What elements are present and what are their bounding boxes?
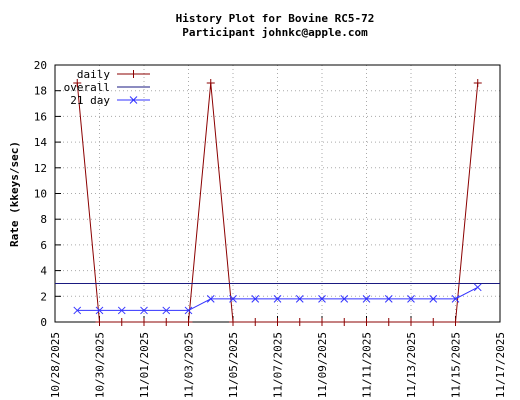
point-marker xyxy=(206,295,215,303)
point-marker xyxy=(318,318,326,326)
point-marker xyxy=(184,318,193,326)
y-axis-label: Rate (kkeys/sec) xyxy=(8,141,21,247)
x-tick-label: 11/05/2025 xyxy=(227,332,240,398)
y-tick-label: 4 xyxy=(40,265,47,278)
x-tick-label: 11/17/2025 xyxy=(494,332,507,398)
point-marker xyxy=(273,318,282,326)
point-marker xyxy=(473,78,482,87)
chart-subtitle: Participant johnkc@apple.com xyxy=(182,26,368,39)
point-marker xyxy=(384,295,393,303)
legend-label: overall xyxy=(64,81,110,94)
point-marker xyxy=(295,295,304,303)
series-line xyxy=(76,82,479,323)
point-marker xyxy=(95,306,104,315)
x-tick-label: 11/03/2025 xyxy=(183,332,196,398)
point-marker xyxy=(273,295,282,303)
x-tick-label: 11/13/2025 xyxy=(405,332,418,398)
point-marker xyxy=(117,306,126,315)
point-marker xyxy=(140,306,148,315)
y-tick-label: 2 xyxy=(40,290,47,303)
point-marker xyxy=(295,318,304,326)
point-marker xyxy=(140,318,148,326)
y-tick-label: 8 xyxy=(40,213,47,226)
point-marker xyxy=(95,318,104,326)
x-tick-label: 11/09/2025 xyxy=(316,332,329,398)
legend-marker xyxy=(129,96,138,104)
y-tick-label: 20 xyxy=(34,59,47,72)
chart-title: History Plot for Bovine RC5-72 xyxy=(176,12,375,25)
y-tick-label: 6 xyxy=(40,239,47,252)
point-marker xyxy=(362,318,371,326)
y-tick-label: 14 xyxy=(34,136,48,149)
point-marker xyxy=(340,295,349,303)
point-marker xyxy=(451,295,460,303)
x-tick-label: 11/07/2025 xyxy=(272,332,285,398)
legend-label: 21 day xyxy=(70,94,110,107)
point-marker xyxy=(429,318,438,326)
point-marker xyxy=(429,295,438,303)
legend-label: daily xyxy=(77,68,110,81)
point-marker xyxy=(407,295,415,303)
point-marker xyxy=(73,78,82,87)
point-marker xyxy=(384,318,393,326)
point-marker xyxy=(318,295,326,303)
point-marker xyxy=(162,318,171,326)
point-marker xyxy=(451,318,460,326)
point-marker xyxy=(184,306,193,315)
x-tick-label: 10/30/2025 xyxy=(94,332,107,398)
point-marker xyxy=(251,295,260,303)
x-tick-label: 11/15/2025 xyxy=(450,332,463,398)
point-marker xyxy=(117,318,126,326)
x-tick-label: 11/11/2025 xyxy=(361,332,374,398)
point-marker xyxy=(407,318,415,326)
point-marker xyxy=(162,306,171,315)
point-marker xyxy=(340,318,349,326)
point-marker xyxy=(362,295,371,303)
legend-marker xyxy=(129,70,138,78)
point-marker xyxy=(473,283,482,292)
x-tick-label: 11/01/2025 xyxy=(138,332,151,398)
y-tick-label: 18 xyxy=(34,85,47,98)
y-tick-label: 16 xyxy=(34,110,47,123)
y-tick-label: 12 xyxy=(34,162,47,175)
x-tick-label: 10/28/2025 xyxy=(49,332,62,398)
point-marker xyxy=(229,318,237,326)
y-tick-label: 0 xyxy=(40,316,47,329)
point-marker xyxy=(73,306,82,315)
point-marker xyxy=(251,318,260,326)
point-marker xyxy=(206,78,215,87)
y-tick-label: 10 xyxy=(34,188,47,201)
point-marker xyxy=(229,295,237,303)
